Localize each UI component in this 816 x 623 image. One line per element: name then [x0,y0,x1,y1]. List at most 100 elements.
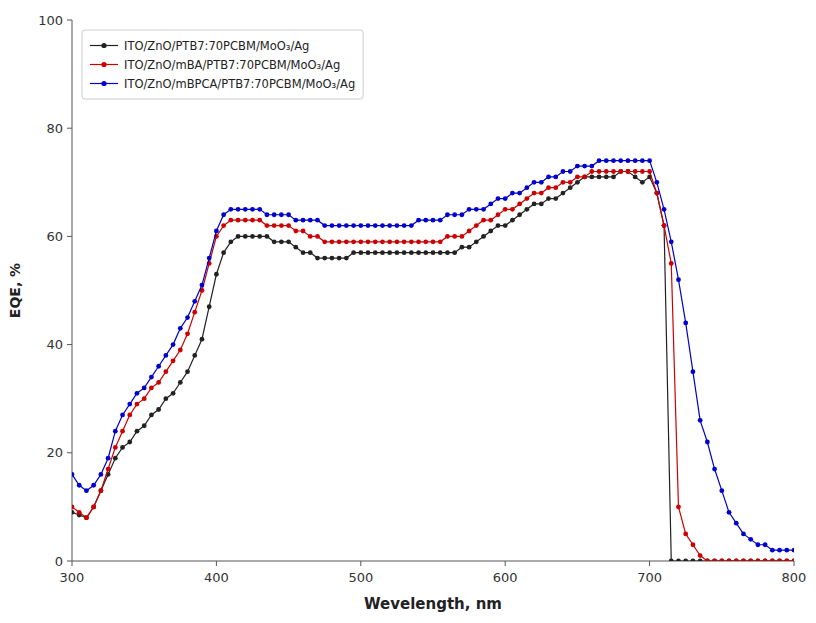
data-point [416,239,421,244]
data-point [351,250,356,255]
data-point [243,218,248,223]
data-point [344,223,349,228]
data-point [380,250,385,255]
data-point [127,402,132,407]
data-point [135,402,140,407]
data-point [84,488,89,493]
data-point [727,559,732,561]
data-point [792,548,794,553]
data-point [611,169,616,174]
data-point [517,212,522,217]
series-line [72,171,794,561]
data-point [322,256,327,261]
data-point [351,223,356,228]
y-tick [67,236,72,237]
data-point [763,542,768,547]
data-point [221,212,226,217]
data-point [228,239,233,244]
data-point [308,250,313,255]
data-point [640,158,645,163]
data-point [250,234,255,239]
data-point [113,456,118,461]
data-point [539,191,544,196]
data-point [474,207,479,212]
data-point [488,218,493,223]
data-point [214,272,219,277]
data-point [431,239,436,244]
x-axis-label: Wevelength, nm [364,595,502,613]
plot-data [72,158,794,561]
data-point [423,250,428,255]
data-point [257,218,262,223]
data-point [741,532,746,537]
data-point [698,559,703,561]
data-point [185,315,190,320]
data-point [192,353,197,358]
y-tick-label: 80 [46,121,63,136]
data-point [756,559,761,561]
data-point [524,196,529,201]
data-point [135,429,140,434]
data-point [618,169,623,174]
data-point [344,256,349,261]
data-point [387,223,392,228]
data-point [423,239,428,244]
data-point [589,174,594,179]
data-point [741,559,746,561]
data-point [517,202,522,207]
data-point [575,180,580,185]
data-point [452,250,457,255]
data-point [604,169,609,174]
data-point [120,445,125,450]
data-point [784,559,789,561]
data-point [207,304,212,309]
data-point [330,223,335,228]
data-point [712,559,717,561]
data-point [272,239,277,244]
data-point [691,542,696,547]
data-point [582,174,587,179]
data-point [575,174,580,179]
data-point [756,542,761,547]
data-point [163,396,168,401]
data-point [770,559,775,561]
data-point [654,180,659,185]
data-point [654,191,659,196]
data-point [250,207,255,212]
data-point [719,559,724,561]
data-point [719,559,724,561]
data-point [221,223,226,228]
data-point [503,223,508,228]
x-tick [72,561,73,566]
plot-area [72,20,794,561]
data-point [438,250,443,255]
data-point [402,250,407,255]
data-point [496,212,501,217]
legend-label: ITO/ZnO/PTB7:70PCBM/MoO₃/Ag [124,39,309,53]
data-point [286,223,291,228]
data-point [156,407,161,412]
data-point [633,174,638,179]
data-point [402,239,407,244]
y-tick [67,344,72,345]
data-point [409,250,414,255]
data-point [618,158,623,163]
data-point [272,212,277,217]
data-point [792,559,794,561]
data-point [113,429,118,434]
data-point [272,223,277,228]
chart: 300400500600700800020406080100Wevelength… [0,0,816,623]
y-tick-label: 0 [55,554,63,569]
data-point [395,223,400,228]
data-point [452,212,457,217]
data-point [467,245,472,250]
legend-swatch-marker [101,62,106,67]
data-point [358,250,363,255]
data-point [633,169,638,174]
data-point [445,250,450,255]
data-point [192,310,197,315]
data-point [91,505,96,510]
data-point [438,218,443,223]
data-point [265,234,270,239]
data-point [719,488,724,493]
